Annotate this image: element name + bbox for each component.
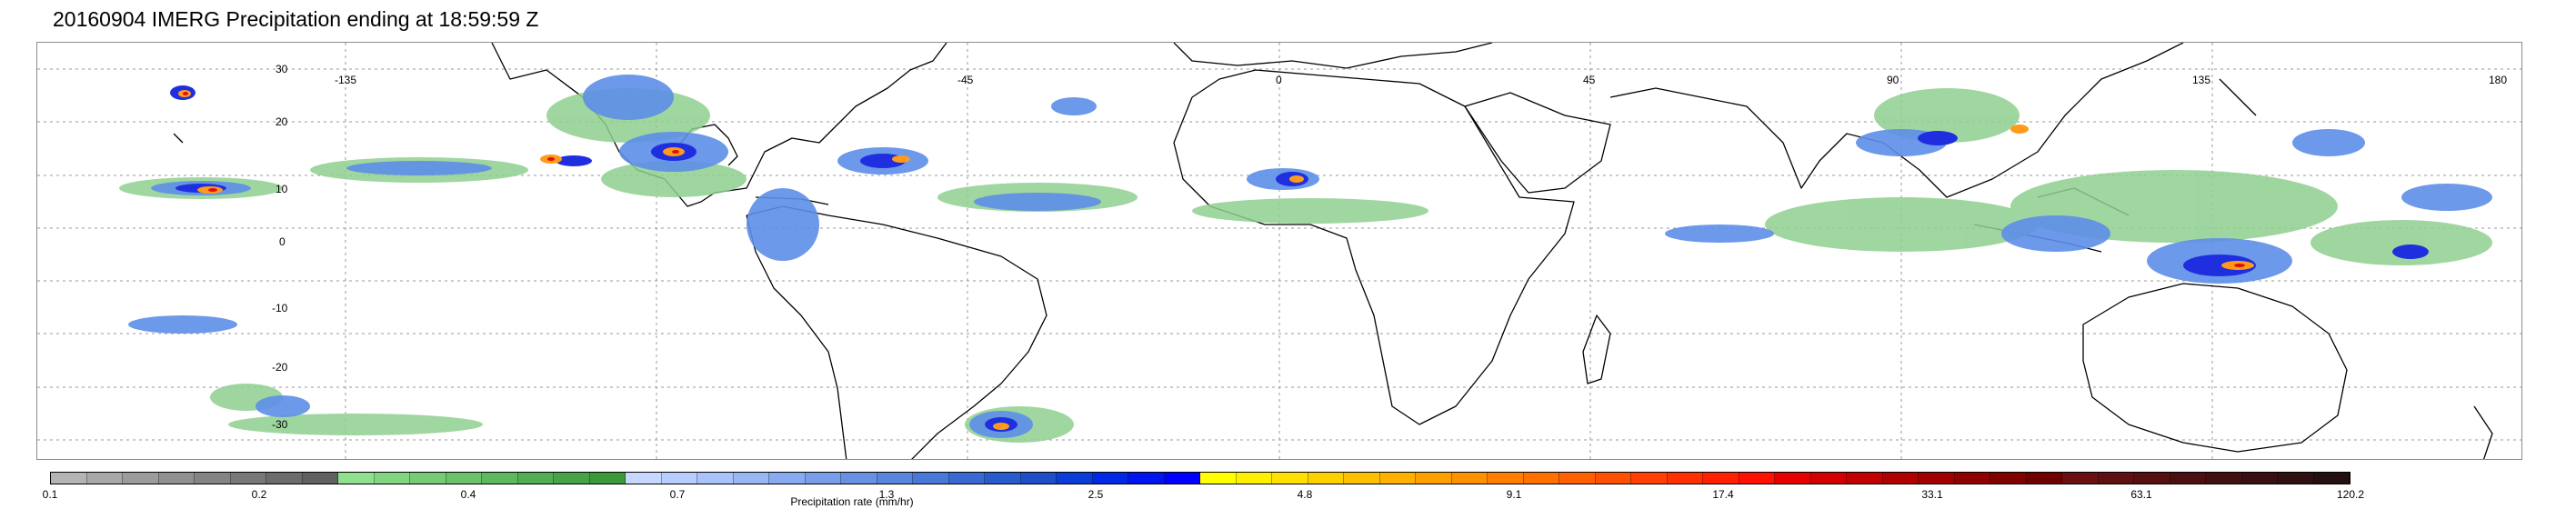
colorbar-cell	[1775, 473, 1811, 484]
colorbar-cell	[2098, 473, 2134, 484]
colorbar-cell	[948, 473, 985, 484]
map-title: 20160904 IMERG Precipitation ending at 1…	[53, 7, 539, 31]
colorbar-cell	[1882, 473, 1919, 484]
colorbar-cell	[1379, 473, 1416, 484]
colorbar-tick-label: 9.1	[1506, 488, 1522, 501]
colorbar-cell	[841, 473, 877, 484]
colorbar-cell	[985, 473, 1021, 484]
colorbar-tick-label: 33.1	[1921, 488, 1943, 501]
colorbar-cell	[1488, 473, 1524, 484]
colorbar-cell	[1739, 473, 1775, 484]
coastlines	[173, 43, 2493, 459]
colorbar	[50, 472, 2350, 484]
colorbar-cell	[1272, 473, 1308, 484]
lat-label: 20	[276, 115, 288, 128]
colorbar-cell	[2062, 473, 2099, 484]
colorbar-cell	[1954, 473, 1990, 484]
colorbar-cell	[1810, 473, 1847, 484]
lon-label: 0	[1276, 74, 1282, 86]
colorbar-cell	[1164, 473, 1200, 484]
colorbar-tick-label: 0.1	[42, 488, 58, 501]
lon-label: 45	[1583, 74, 1596, 86]
colorbar-tick-label: 120.2	[2336, 488, 2365, 501]
colorbar-cell	[1236, 473, 1272, 484]
colorbar-cell	[266, 473, 303, 484]
lon-label: 90	[1887, 74, 1899, 86]
colorbar-cell	[302, 473, 338, 484]
colorbar-cell	[1416, 473, 1452, 484]
colorbar-cell	[2134, 473, 2170, 484]
colorbar-cell	[1128, 473, 1165, 484]
colorbar-cell	[2170, 473, 2206, 484]
colorbar-cell	[589, 473, 626, 484]
colorbar-cell	[913, 473, 949, 484]
colorbar-cell	[1200, 473, 1237, 484]
colorbar-tick-label: 0.7	[669, 488, 686, 501]
colorbar-cell	[410, 473, 446, 484]
colorbar-cell	[1919, 473, 1955, 484]
colorbar-cell	[1667, 473, 1703, 484]
colorbar-cell	[1020, 473, 1057, 484]
colorbar-cell	[733, 473, 769, 484]
colorbar-cell	[697, 473, 734, 484]
lon-label: 180	[2489, 74, 2508, 86]
lat-label: 30	[276, 63, 288, 75]
lon-label: 135	[2192, 74, 2211, 86]
colorbar-cell	[517, 473, 554, 484]
colorbar-tick-label: 2.5	[1088, 488, 1104, 501]
colorbar-cell	[1344, 473, 1380, 484]
colorbar-cell	[195, 473, 231, 484]
colorbar-tick-label: 0.2	[251, 488, 267, 501]
lat-label: -10	[272, 302, 288, 314]
colorbar-cell	[1559, 473, 1596, 484]
precipitation-field	[119, 75, 2492, 443]
lat-label: -20	[272, 361, 288, 374]
colorbar-cell	[1523, 473, 1559, 484]
colorbar-cell	[1451, 473, 1488, 484]
colorbar-cell	[123, 473, 159, 484]
colorbar-cell	[877, 473, 913, 484]
colorbar-cell	[1595, 473, 1631, 484]
colorbar-cell	[1308, 473, 1344, 484]
graticule	[37, 43, 2521, 459]
lat-label: 10	[276, 183, 288, 195]
colorbar-cell	[1990, 473, 2027, 484]
colorbar-cell	[2206, 473, 2242, 484]
colorbar-cell	[769, 473, 806, 484]
lat-label: 0	[279, 235, 286, 248]
colorbar-cell	[1092, 473, 1128, 484]
colorbar-tick-label: 17.4	[1712, 488, 1734, 501]
colorbar-cell	[2241, 473, 2278, 484]
map-canvas	[37, 43, 2521, 459]
colorbar-tick-label: 1.3	[878, 488, 895, 501]
colorbar-cell	[1631, 473, 1668, 484]
colorbar-cell	[86, 473, 123, 484]
colorbar-tick-label: 63.1	[2130, 488, 2152, 501]
lon-label: -45	[957, 74, 974, 86]
colorbar-cell	[446, 473, 482, 484]
colorbar-cell	[374, 473, 410, 484]
colorbar-tick-label: 4.8	[1297, 488, 1313, 501]
colorbar-cell	[1847, 473, 1883, 484]
colorbar-cell	[1703, 473, 1739, 484]
lon-label: -135	[335, 74, 357, 86]
colorbar-cell	[1057, 473, 1093, 484]
colorbar-cell	[338, 473, 375, 484]
colorbar-cell	[805, 473, 841, 484]
precipitation-map[interactable]: 30 20 10 0 -10 -20 -30 -135 -45 0 45 90 …	[36, 42, 2522, 460]
colorbar-cell	[661, 473, 697, 484]
colorbar-tick-label: 0.4	[460, 488, 476, 501]
lat-label: -30	[272, 418, 288, 431]
colorbar-cell	[2278, 473, 2314, 484]
colorbar-cell	[482, 473, 518, 484]
colorbar-label: Precipitation rate (mm/hr)	[790, 495, 914, 508]
colorbar-cell	[626, 473, 662, 484]
colorbar-cell	[158, 473, 195, 484]
colorbar-cell	[2313, 473, 2350, 484]
colorbar-cell	[554, 473, 590, 484]
colorbar-cell	[2026, 473, 2062, 484]
colorbar-cell	[51, 473, 87, 484]
colorbar-cell	[230, 473, 266, 484]
